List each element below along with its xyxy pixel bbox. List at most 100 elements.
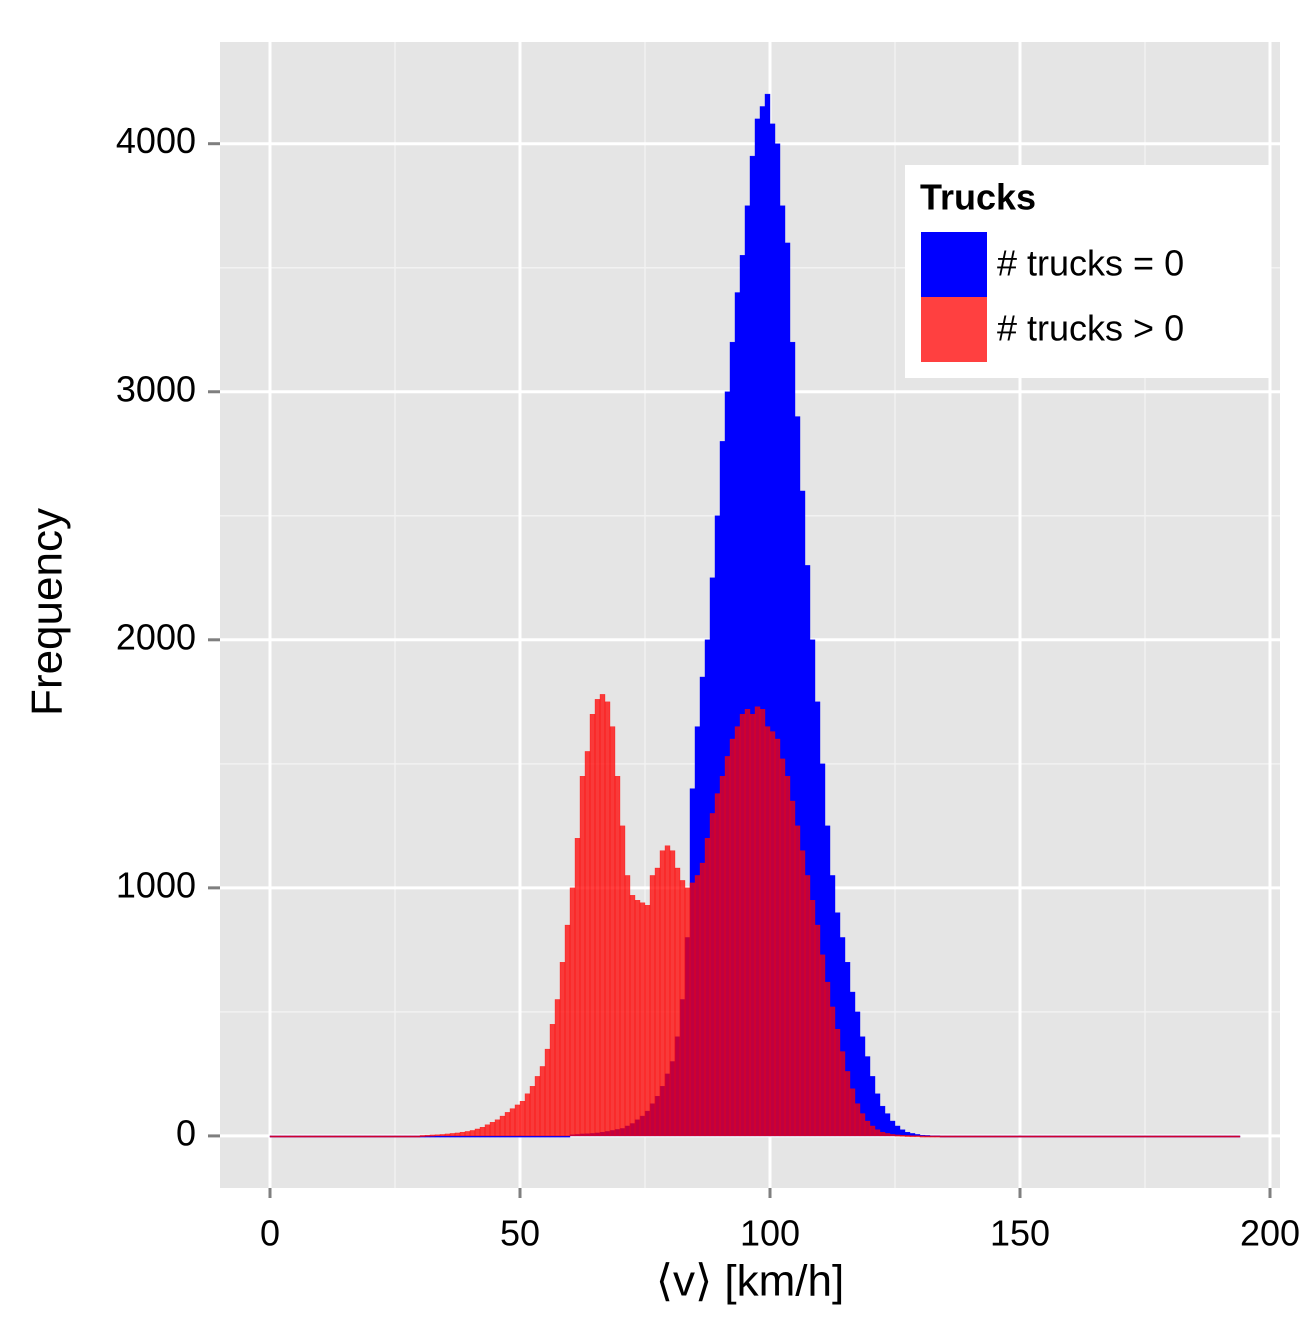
- bar: [659, 850, 666, 1137]
- bar: [1179, 1135, 1186, 1138]
- bar: [1154, 1135, 1161, 1138]
- bar: [494, 1119, 501, 1137]
- bar: [564, 924, 571, 1137]
- bar: [609, 726, 616, 1137]
- bar: [684, 887, 691, 1137]
- bar: [1114, 1135, 1121, 1138]
- bar: [529, 1086, 536, 1137]
- bar: [319, 1135, 326, 1138]
- legend: Trucks # trucks = 0 # trucks > 0: [905, 165, 1269, 378]
- bar: [1159, 1135, 1166, 1138]
- bar: [1014, 1135, 1021, 1138]
- bar: [1124, 1135, 1131, 1138]
- bar: [774, 738, 781, 1137]
- bar: [1034, 1135, 1041, 1138]
- bar: [1189, 1135, 1196, 1138]
- bar: [984, 1135, 991, 1138]
- bar: [514, 1104, 521, 1137]
- bar: [404, 1135, 411, 1138]
- bar: [624, 875, 631, 1137]
- bar: [349, 1135, 356, 1138]
- bar: [1134, 1135, 1141, 1138]
- bar: [299, 1135, 306, 1138]
- bar: [294, 1135, 301, 1138]
- x-tick-label: 100: [740, 1213, 800, 1254]
- bar: [729, 738, 736, 1137]
- bars: [269, 93, 1241, 1138]
- bar: [419, 1135, 426, 1137]
- bar: [1059, 1135, 1066, 1138]
- bar: [579, 776, 586, 1137]
- bar: [619, 825, 626, 1137]
- bar: [804, 875, 811, 1137]
- y-tick-label: 3000: [116, 368, 196, 409]
- bar: [989, 1135, 996, 1138]
- bar: [759, 709, 766, 1137]
- legend-swatch: [921, 297, 987, 362]
- bar: [769, 731, 776, 1137]
- bar: [934, 1135, 941, 1138]
- bar: [869, 1125, 876, 1137]
- bar: [1194, 1135, 1201, 1138]
- bar: [649, 875, 656, 1137]
- bar: [504, 1112, 511, 1137]
- bar: [879, 1131, 886, 1137]
- bar: [1104, 1135, 1111, 1138]
- bar: [454, 1132, 461, 1137]
- bar: [749, 714, 756, 1137]
- bar: [824, 981, 831, 1137]
- bar: [584, 751, 591, 1137]
- bar: [704, 838, 711, 1137]
- bar: [829, 1006, 836, 1137]
- bar: [639, 902, 646, 1137]
- bar: [1089, 1135, 1096, 1138]
- bar: [1214, 1135, 1221, 1138]
- bar: [1094, 1135, 1101, 1138]
- bar: [864, 1120, 871, 1137]
- bar: [459, 1131, 466, 1137]
- bar: [519, 1100, 526, 1137]
- y-tick-label: 4000: [116, 120, 196, 161]
- bar: [509, 1108, 516, 1137]
- bar: [304, 1135, 311, 1138]
- bar: [904, 1135, 911, 1137]
- bar: [669, 850, 676, 1137]
- bar: [724, 756, 731, 1137]
- bar: [859, 1113, 866, 1137]
- bar: [399, 1135, 406, 1138]
- bar: [814, 924, 821, 1137]
- bar: [914, 1135, 921, 1138]
- bar: [434, 1134, 441, 1137]
- bar: [1144, 1135, 1151, 1138]
- bar: [1049, 1135, 1056, 1138]
- bar: [444, 1133, 451, 1137]
- bar: [714, 793, 721, 1137]
- bar: [909, 1135, 916, 1138]
- bar: [839, 1051, 846, 1137]
- bar: [879, 1105, 886, 1137]
- bar: [654, 867, 661, 1137]
- bar: [1109, 1135, 1116, 1138]
- bar: [974, 1135, 981, 1138]
- bar: [779, 758, 786, 1137]
- bar: [1184, 1135, 1191, 1138]
- bar: [964, 1135, 971, 1138]
- bar: [1224, 1135, 1231, 1138]
- x-tick-label: 0: [260, 1213, 280, 1254]
- bar: [344, 1135, 351, 1138]
- bar: [1054, 1135, 1061, 1138]
- bar: [874, 1129, 881, 1137]
- y-tick-label: 0: [176, 1112, 196, 1153]
- legend-title: Trucks: [920, 177, 1036, 218]
- bar: [559, 962, 566, 1137]
- bar: [899, 1134, 906, 1137]
- bar: [894, 1125, 901, 1137]
- bar: [784, 776, 791, 1137]
- bar: [699, 862, 706, 1137]
- bar: [734, 726, 741, 1137]
- bar: [1024, 1135, 1031, 1138]
- bar: [889, 1120, 896, 1137]
- bar: [1139, 1135, 1146, 1138]
- bar: [1064, 1135, 1071, 1138]
- bar: [629, 895, 636, 1137]
